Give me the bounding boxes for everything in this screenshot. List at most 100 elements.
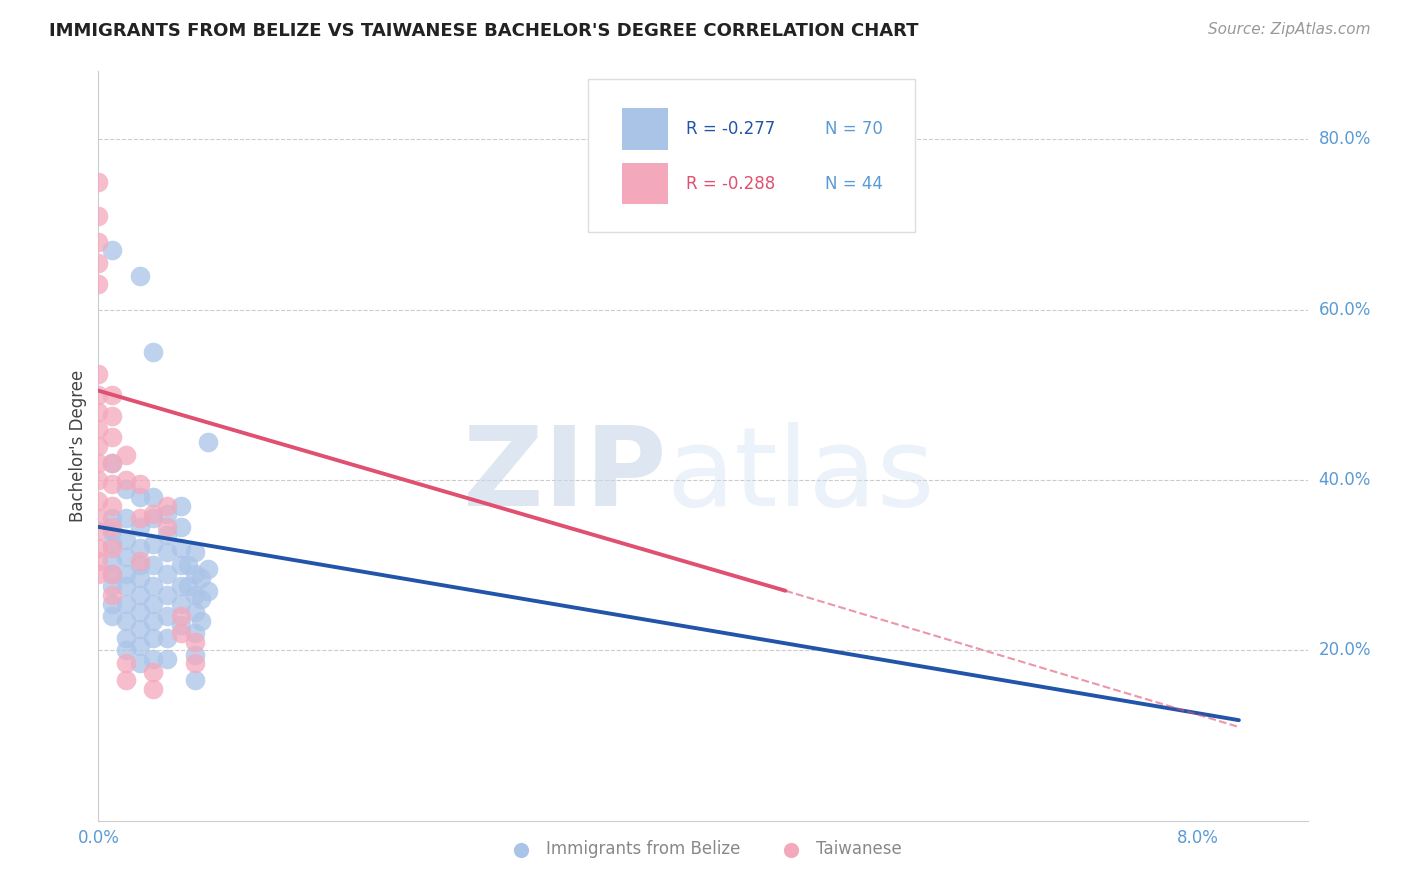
Text: N = 70: N = 70 xyxy=(825,120,883,138)
Point xyxy=(128,511,150,525)
Point xyxy=(156,631,179,645)
Point xyxy=(197,583,219,598)
Point xyxy=(115,482,138,496)
Point xyxy=(101,388,124,402)
Text: R = -0.277: R = -0.277 xyxy=(686,120,775,138)
Point xyxy=(142,511,165,525)
Text: 40.0%: 40.0% xyxy=(1319,471,1371,489)
Point xyxy=(101,520,124,534)
Point xyxy=(142,597,165,611)
Point xyxy=(128,605,150,619)
Point xyxy=(115,580,138,594)
Point xyxy=(87,554,110,568)
Point xyxy=(128,622,150,636)
Point xyxy=(87,473,110,487)
Point xyxy=(190,592,212,607)
Text: 20.0%: 20.0% xyxy=(1319,641,1371,659)
Text: ZIP: ZIP xyxy=(464,423,666,530)
Point xyxy=(101,541,124,556)
Y-axis label: Bachelor's Degree: Bachelor's Degree xyxy=(69,370,87,522)
Point xyxy=(170,617,193,632)
Point xyxy=(87,209,110,223)
Point xyxy=(128,490,150,504)
Point xyxy=(87,405,110,419)
Point xyxy=(183,566,205,581)
Point xyxy=(87,235,110,249)
Point xyxy=(190,571,212,585)
Point xyxy=(170,520,193,534)
Point xyxy=(101,580,124,594)
Text: 80.0%: 80.0% xyxy=(1319,130,1371,148)
FancyBboxPatch shape xyxy=(588,78,915,233)
Point xyxy=(128,588,150,602)
Point xyxy=(128,554,150,568)
Point xyxy=(115,631,138,645)
Point xyxy=(156,499,179,513)
Point xyxy=(87,541,110,556)
Point xyxy=(101,499,124,513)
Point xyxy=(156,652,179,666)
Point xyxy=(170,580,193,594)
Point xyxy=(183,545,205,559)
Point xyxy=(128,268,150,283)
Legend: Immigrants from Belize, Taiwanese: Immigrants from Belize, Taiwanese xyxy=(498,833,908,864)
Point xyxy=(142,345,165,359)
Point xyxy=(183,588,205,602)
Point xyxy=(87,256,110,270)
Point xyxy=(128,571,150,585)
Point xyxy=(156,609,179,624)
Point xyxy=(156,588,179,602)
Point xyxy=(142,631,165,645)
Point xyxy=(115,549,138,564)
Point xyxy=(101,609,124,624)
Point xyxy=(170,541,193,556)
Point xyxy=(156,507,179,521)
Point xyxy=(142,580,165,594)
Point xyxy=(142,507,165,521)
Point xyxy=(101,511,124,525)
Point xyxy=(183,635,205,649)
Point xyxy=(197,434,219,449)
Point xyxy=(142,652,165,666)
Point xyxy=(115,614,138,628)
Point xyxy=(101,430,124,444)
Point xyxy=(87,524,110,538)
Point xyxy=(197,562,219,576)
Point xyxy=(87,175,110,189)
Text: R = -0.288: R = -0.288 xyxy=(686,175,775,193)
Point xyxy=(101,597,124,611)
Point xyxy=(142,665,165,679)
Point xyxy=(87,511,110,525)
Point xyxy=(115,597,138,611)
Point xyxy=(101,554,124,568)
Point xyxy=(170,499,193,513)
Point xyxy=(177,580,200,594)
Text: N = 44: N = 44 xyxy=(825,175,883,193)
Point xyxy=(183,656,205,670)
Point xyxy=(87,494,110,508)
Point xyxy=(142,614,165,628)
Point xyxy=(128,558,150,573)
Point xyxy=(115,643,138,657)
Point xyxy=(142,681,165,696)
Point xyxy=(156,545,179,559)
Text: Source: ZipAtlas.com: Source: ZipAtlas.com xyxy=(1208,22,1371,37)
Point xyxy=(170,626,193,640)
Text: IMMIGRANTS FROM BELIZE VS TAIWANESE BACHELOR'S DEGREE CORRELATION CHART: IMMIGRANTS FROM BELIZE VS TAIWANESE BACH… xyxy=(49,22,918,40)
Point xyxy=(87,277,110,292)
Point xyxy=(101,477,124,491)
Point xyxy=(101,456,124,470)
Point xyxy=(170,597,193,611)
Point xyxy=(87,388,110,402)
Bar xyxy=(621,163,668,204)
Point xyxy=(115,448,138,462)
Point xyxy=(101,243,124,257)
Point xyxy=(115,566,138,581)
Point xyxy=(115,656,138,670)
Point xyxy=(142,558,165,573)
Point xyxy=(115,511,138,525)
Point xyxy=(101,456,124,470)
Point xyxy=(87,367,110,381)
Point xyxy=(142,490,165,504)
Bar xyxy=(621,109,668,150)
